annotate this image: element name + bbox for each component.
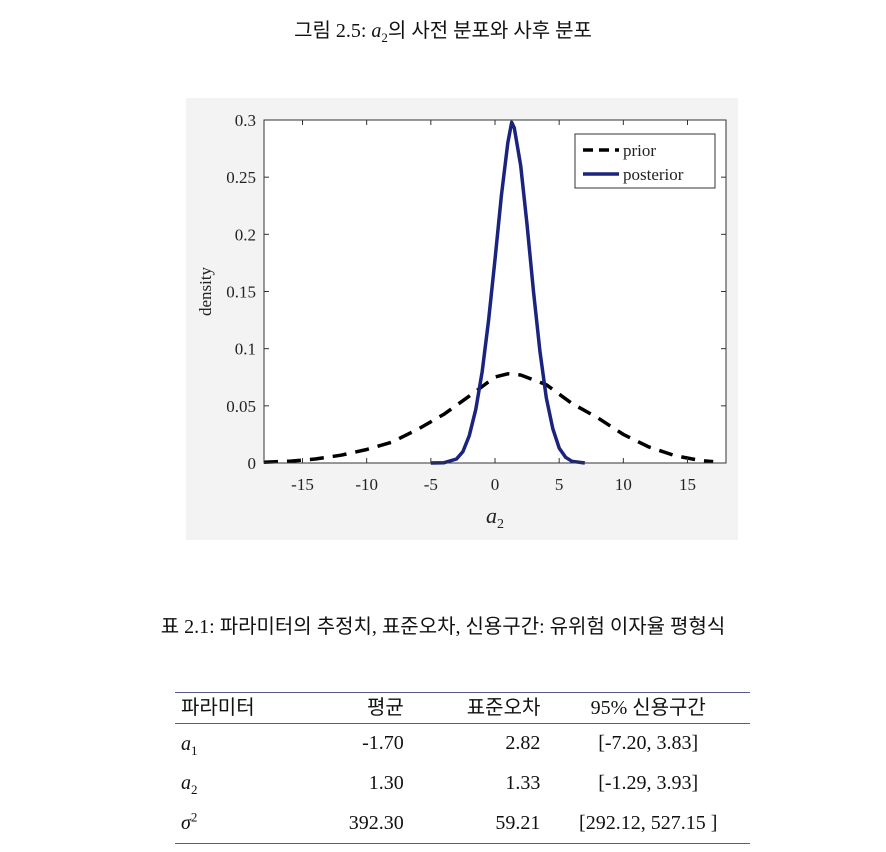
ci-cell: [292.12, 527.15 ]: [579, 811, 718, 834]
figure-caption-variable: a2: [371, 20, 388, 45]
x-tick-label: 0: [491, 475, 500, 494]
table-header-row: 파라미터 평균 표준오차 95% 신용구간: [175, 692, 750, 724]
table-caption: 표 2.1: 파라미터의 추정치, 표준오차, 신용구간: 유위험 이자율 평형…: [160, 616, 726, 638]
series-line-prior: [263, 372, 714, 464]
legend-label-posterior: posterior: [623, 165, 684, 184]
ci-cell: [-7.20, 3.83]: [598, 732, 699, 755]
header-std-error: 표준오차: [466, 697, 541, 719]
header-parameter: 파라미터: [181, 697, 255, 719]
density-chart: -15 -10 -5 0 5 10 15 0 0.05 0.1 0.15 0.2 0.25 0.3 a2 de…: [196, 111, 727, 532]
x-tick-label: -5: [424, 475, 438, 494]
param-cell: a2: [181, 772, 198, 798]
mean-cell: 392.30: [348, 811, 404, 834]
chart-panel: -15 -10 -5 0 5 10 15 0 0.05 0.1 0.15 0.2 0.25 0.3 a2 de…: [186, 98, 738, 540]
ci-cell: [-1.29, 3.93]: [598, 771, 699, 794]
series-line-posterior: [430, 120, 586, 465]
table-row: a2 1.30 1.33 [-1.29, 3.93]: [175, 764, 750, 804]
legend-box: [574, 133, 716, 189]
y-tick-label: 0: [248, 454, 257, 473]
se-cell: 2.82: [505, 732, 541, 755]
x-tick-label: 10: [615, 475, 632, 494]
y-tick-label: 0.1: [235, 340, 256, 359]
y-tick-label: 0.2: [235, 225, 256, 244]
y-tick-label: 0.3: [235, 111, 256, 130]
y-axis-label: density: [196, 266, 215, 316]
figure-caption: 그림 2.5: a2의 사전 분포와 사후 분포: [0, 14, 886, 46]
header-mean: 평균: [366, 697, 404, 719]
se-cell: 1.33: [505, 771, 541, 794]
param-cell: σ2: [181, 809, 198, 834]
figure-caption-suffix: 의 사전 분포와 사후 분포: [387, 20, 592, 42]
y-tick-label: 0.15: [226, 283, 256, 302]
x-tick-label: -15: [291, 475, 314, 494]
legend-label-prior: prior: [623, 141, 656, 160]
se-cell: 59.21: [495, 811, 541, 834]
table-row: σ2 392.30 59.21 [292.12, 527.15 ]: [175, 803, 750, 844]
y-tick-label: 0.25: [226, 168, 256, 187]
x-tick-label: -10: [355, 475, 378, 494]
param-cell: a1: [181, 732, 198, 758]
mean-cell: 1.30: [368, 771, 404, 794]
table-row: a1 -1.70 2.82 [-7.20, 3.83]: [175, 724, 750, 764]
y-tick-label: 0.05: [226, 397, 256, 416]
figure-caption-prefix: 그림 2.5:: [294, 20, 367, 42]
x-tick-label: 5: [555, 475, 564, 494]
x-axis-label: a2: [486, 503, 504, 532]
x-tick-label: 15: [679, 475, 696, 494]
estimates-table: 파라미터 평균 표준오차 95% 신용구간 a1 -1.70 2.82 [-7.…: [175, 692, 750, 844]
mean-cell: -1.70: [362, 732, 404, 755]
header-credible-interval: 95% 신용구간: [590, 697, 706, 719]
